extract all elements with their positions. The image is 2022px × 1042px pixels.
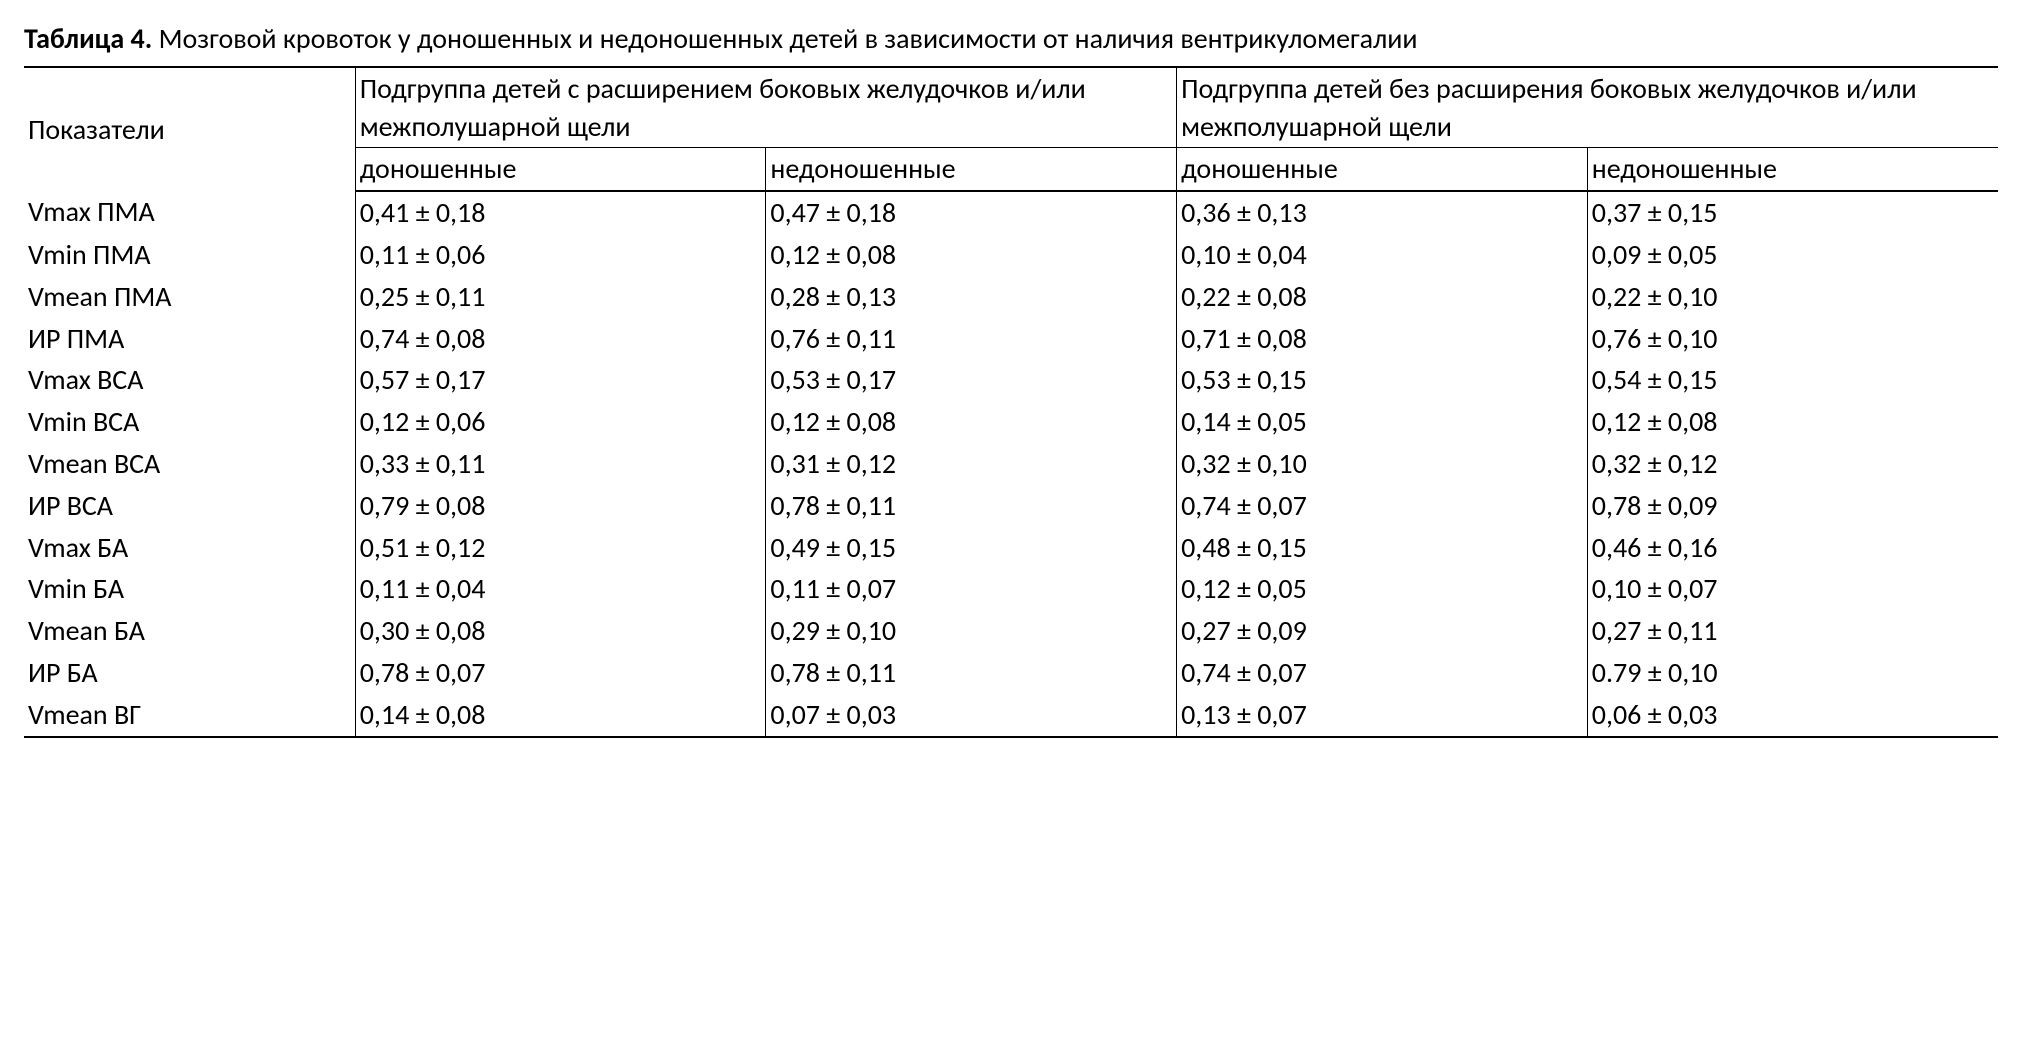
cell-value: 0,76 ± 0,11 [766, 318, 1177, 360]
cell-value: 0,31 ± 0,12 [766, 443, 1177, 485]
data-table: Показатели Подгруппа детей с расширением… [24, 66, 1998, 738]
cell-value: 0,53 ± 0,17 [766, 359, 1177, 401]
cell-value: 0,33 ± 0,11 [355, 443, 766, 485]
cell-value: 0,07 ± 0,03 [766, 694, 1177, 737]
col-header-g2-term: доношенные [1177, 148, 1588, 191]
table-row: ИР ПМА0,74 ± 0,080,76 ± 0,110,71 ± 0,080… [24, 318, 1998, 360]
cell-value: 0,11 ± 0,04 [355, 568, 766, 610]
cell-value: 0,12 ± 0,06 [355, 401, 766, 443]
table-row: Vmin ПМА0,11 ± 0,060,12 ± 0,080,10 ± 0,0… [24, 234, 1998, 276]
col-header-group1: Подгруппа детей с расширением боковых же… [355, 67, 1176, 148]
table-row: Vmin ВСА0,12 ± 0,060,12 ± 0,080,14 ± 0,0… [24, 401, 1998, 443]
row-label: Vmin БА [24, 568, 355, 610]
cell-value: 0,74 ± 0,07 [1177, 485, 1588, 527]
row-label: ИР ПМА [24, 318, 355, 360]
cell-value: 0,30 ± 0,08 [355, 610, 766, 652]
cell-value: 0,78 ± 0,09 [1587, 485, 1998, 527]
col-header-g1-term: доношенные [355, 148, 766, 191]
cell-value: 0,11 ± 0,07 [766, 568, 1177, 610]
cell-value: 0,41 ± 0,18 [355, 191, 766, 234]
cell-value: 0,11 ± 0,06 [355, 234, 766, 276]
cell-value: 0,12 ± 0,08 [1587, 401, 1998, 443]
cell-value: 0,78 ± 0,11 [766, 485, 1177, 527]
cell-value: 0,76 ± 0,10 [1587, 318, 1998, 360]
cell-value: 0,32 ± 0,12 [1587, 443, 1998, 485]
row-label: Vmean ВСА [24, 443, 355, 485]
cell-value: 0,06 ± 0,03 [1587, 694, 1998, 737]
cell-value: 0,47 ± 0,18 [766, 191, 1177, 234]
row-label: Vmin ВСА [24, 401, 355, 443]
table-row: Vmax БА0,51 ± 0,120,49 ± 0,150,48 ± 0,15… [24, 527, 1998, 569]
row-label: Vmin ПМА [24, 234, 355, 276]
cell-value: 0,48 ± 0,15 [1177, 527, 1588, 569]
cell-value: 0,10 ± 0,07 [1587, 568, 1998, 610]
row-label: Vmean БА [24, 610, 355, 652]
col-header-indicator: Показатели [24, 67, 355, 191]
table-label: Таблица 4. [24, 21, 152, 56]
row-label: ИР БА [24, 652, 355, 694]
cell-value: 0,12 ± 0,08 [766, 234, 1177, 276]
cell-value: 0,46 ± 0,16 [1587, 527, 1998, 569]
cell-value: 0,32 ± 0,10 [1177, 443, 1588, 485]
cell-value: 0,51 ± 0,12 [355, 527, 766, 569]
table-row: Vmax ПМА0,41 ± 0,180,47 ± 0,180,36 ± 0,1… [24, 191, 1998, 234]
cell-value: 0,10 ± 0,04 [1177, 234, 1588, 276]
cell-value: 0,27 ± 0,09 [1177, 610, 1588, 652]
cell-value: 0.79 ± 0,10 [1587, 652, 1998, 694]
col-header-g2-preterm: недоношенные [1587, 148, 1998, 191]
cell-value: 0,37 ± 0,15 [1587, 191, 1998, 234]
cell-value: 0,79 ± 0,08 [355, 485, 766, 527]
cell-value: 0,53 ± 0,15 [1177, 359, 1588, 401]
row-label: Vmean ПМА [24, 276, 355, 318]
table-row: Vmin БА0,11 ± 0,040,11 ± 0,070,12 ± 0,05… [24, 568, 1998, 610]
cell-value: 0,27 ± 0,11 [1587, 610, 1998, 652]
row-label: Vmax БА [24, 527, 355, 569]
row-label: Vmean ВГ [24, 694, 355, 737]
table-row: ИР ВСА0,79 ± 0,080,78 ± 0,110,74 ± 0,070… [24, 485, 1998, 527]
cell-value: 0,78 ± 0,07 [355, 652, 766, 694]
cell-value: 0,74 ± 0,07 [1177, 652, 1588, 694]
table-row: Vmean БА0,30 ± 0,080,29 ± 0,100,27 ± 0,0… [24, 610, 1998, 652]
cell-value: 0,29 ± 0,10 [766, 610, 1177, 652]
cell-value: 0,13 ± 0,07 [1177, 694, 1588, 737]
table-row: Vmax ВСА0,57 ± 0,170,53 ± 0,170,53 ± 0,1… [24, 359, 1998, 401]
cell-value: 0,49 ± 0,15 [766, 527, 1177, 569]
cell-value: 0,28 ± 0,13 [766, 276, 1177, 318]
cell-value: 0,71 ± 0,08 [1177, 318, 1588, 360]
cell-value: 0,54 ± 0,15 [1587, 359, 1998, 401]
cell-value: 0,22 ± 0,08 [1177, 276, 1588, 318]
cell-value: 0,12 ± 0,08 [766, 401, 1177, 443]
row-label: Vmax ПМА [24, 191, 355, 234]
cell-value: 0,74 ± 0,08 [355, 318, 766, 360]
cell-value: 0,14 ± 0,05 [1177, 401, 1588, 443]
col-header-group2: Подгруппа детей без расширения боковых ж… [1177, 67, 1998, 148]
row-label: Vmax ВСА [24, 359, 355, 401]
table-row: ИР БА0,78 ± 0,070,78 ± 0,110,74 ± 0,070.… [24, 652, 1998, 694]
table-caption: Таблица 4. Мозговой кровоток у доношенны… [24, 20, 1998, 58]
cell-value: 0,14 ± 0,08 [355, 694, 766, 737]
col-header-g1-preterm: недоношенные [766, 148, 1177, 191]
table-row: Vmean ВСА0,33 ± 0,110,31 ± 0,120,32 ± 0,… [24, 443, 1998, 485]
table-row: Vmean ПМА0,25 ± 0,110,28 ± 0,130,22 ± 0,… [24, 276, 1998, 318]
cell-value: 0,12 ± 0,05 [1177, 568, 1588, 610]
row-label: ИР ВСА [24, 485, 355, 527]
cell-value: 0,25 ± 0,11 [355, 276, 766, 318]
cell-value: 0,36 ± 0,13 [1177, 191, 1588, 234]
table-title: Мозговой кровоток у доношенных и недонош… [159, 21, 1418, 56]
cell-value: 0,78 ± 0,11 [766, 652, 1177, 694]
cell-value: 0,57 ± 0,17 [355, 359, 766, 401]
cell-value: 0,22 ± 0,10 [1587, 276, 1998, 318]
cell-value: 0,09 ± 0,05 [1587, 234, 1998, 276]
table-row: Vmean ВГ0,14 ± 0,080,07 ± 0,030,13 ± 0,0… [24, 694, 1998, 737]
